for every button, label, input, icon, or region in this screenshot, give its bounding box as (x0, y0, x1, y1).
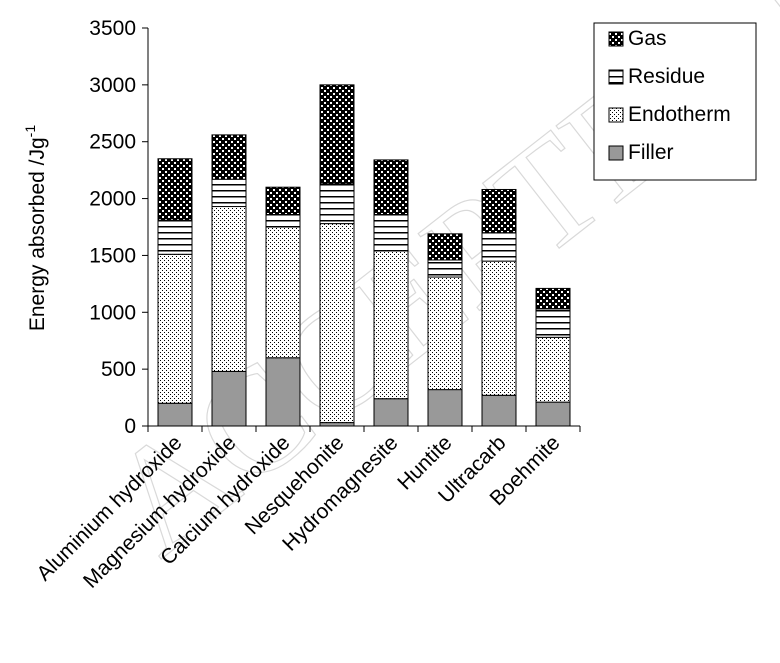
legend-label-gas: Gas (628, 27, 667, 50)
bar-segment-filler (265, 357, 301, 427)
bar-segment-filler (535, 401, 571, 427)
y-tick-label: 2500 (89, 131, 136, 154)
bar-segment-gas (373, 159, 409, 215)
bar-segment-gas (319, 84, 355, 185)
bar-segment-filler (157, 402, 193, 427)
bar-segment-gas (265, 186, 301, 215)
y-tick-label: 0 (124, 415, 136, 438)
bar-segment-residue (373, 213, 409, 252)
legend-swatch-filler (608, 145, 624, 161)
bar-segment-gas (481, 188, 517, 234)
bar-segment-gas (157, 158, 193, 221)
bar-segment-gas (427, 233, 463, 261)
legend-swatch-residue (608, 69, 624, 85)
bar-segment-endotherm (211, 206, 247, 372)
bar-segment-filler (211, 370, 247, 427)
legend-swatch-gas (608, 31, 624, 47)
bar-segment-residue (319, 183, 355, 225)
legend-label-endotherm: Endotherm (628, 103, 731, 126)
bar-segment-filler (427, 389, 463, 427)
bar-segment-residue (481, 232, 517, 262)
bar-segment-residue (427, 259, 463, 278)
bar-segment-filler (319, 422, 355, 427)
legend-label-filler: Filler (628, 141, 674, 164)
bar-segment-gas (211, 134, 247, 180)
bar-segment-filler (481, 394, 517, 427)
legend-label-residue: Residue (628, 65, 705, 88)
bar-segment-residue (211, 178, 247, 208)
bar-segment-residue (265, 213, 301, 228)
bars (157, 84, 571, 427)
y-tick-label: 2000 (89, 188, 136, 211)
y-tick-label: 500 (101, 358, 136, 381)
y-axis-label-sup: -1 (22, 125, 38, 138)
bar-segment-endotherm (535, 336, 571, 403)
bar-segment-endotherm (319, 223, 355, 424)
bar-segment-residue (535, 308, 571, 338)
y-axis-label-main: Energy absorbed /Jg (26, 137, 49, 331)
y-tick-label: 3500 (89, 17, 136, 40)
y-tick-label: 1000 (89, 301, 136, 324)
bar-segment-residue (157, 219, 193, 255)
bar-segment-endotherm (481, 260, 517, 396)
legend: Gas Residue Endotherm Filler (593, 22, 757, 181)
bar-segment-endotherm (265, 226, 301, 359)
y-tick-label: 1500 (89, 244, 136, 267)
bar-segment-gas (535, 287, 571, 310)
y-axis: 0 500 1000 1500 2000 2500 3000 3500 (89, 17, 149, 438)
bar-segment-filler (373, 398, 409, 427)
bar-segment-endotherm (373, 250, 409, 400)
bar-segment-endotherm (157, 253, 193, 404)
legend-swatch-endotherm (608, 107, 624, 123)
bar-segment-endotherm (427, 276, 463, 391)
y-axis-label: Energy absorbed /Jg-1 (22, 125, 49, 331)
y-tick-label: 3000 (89, 74, 136, 97)
